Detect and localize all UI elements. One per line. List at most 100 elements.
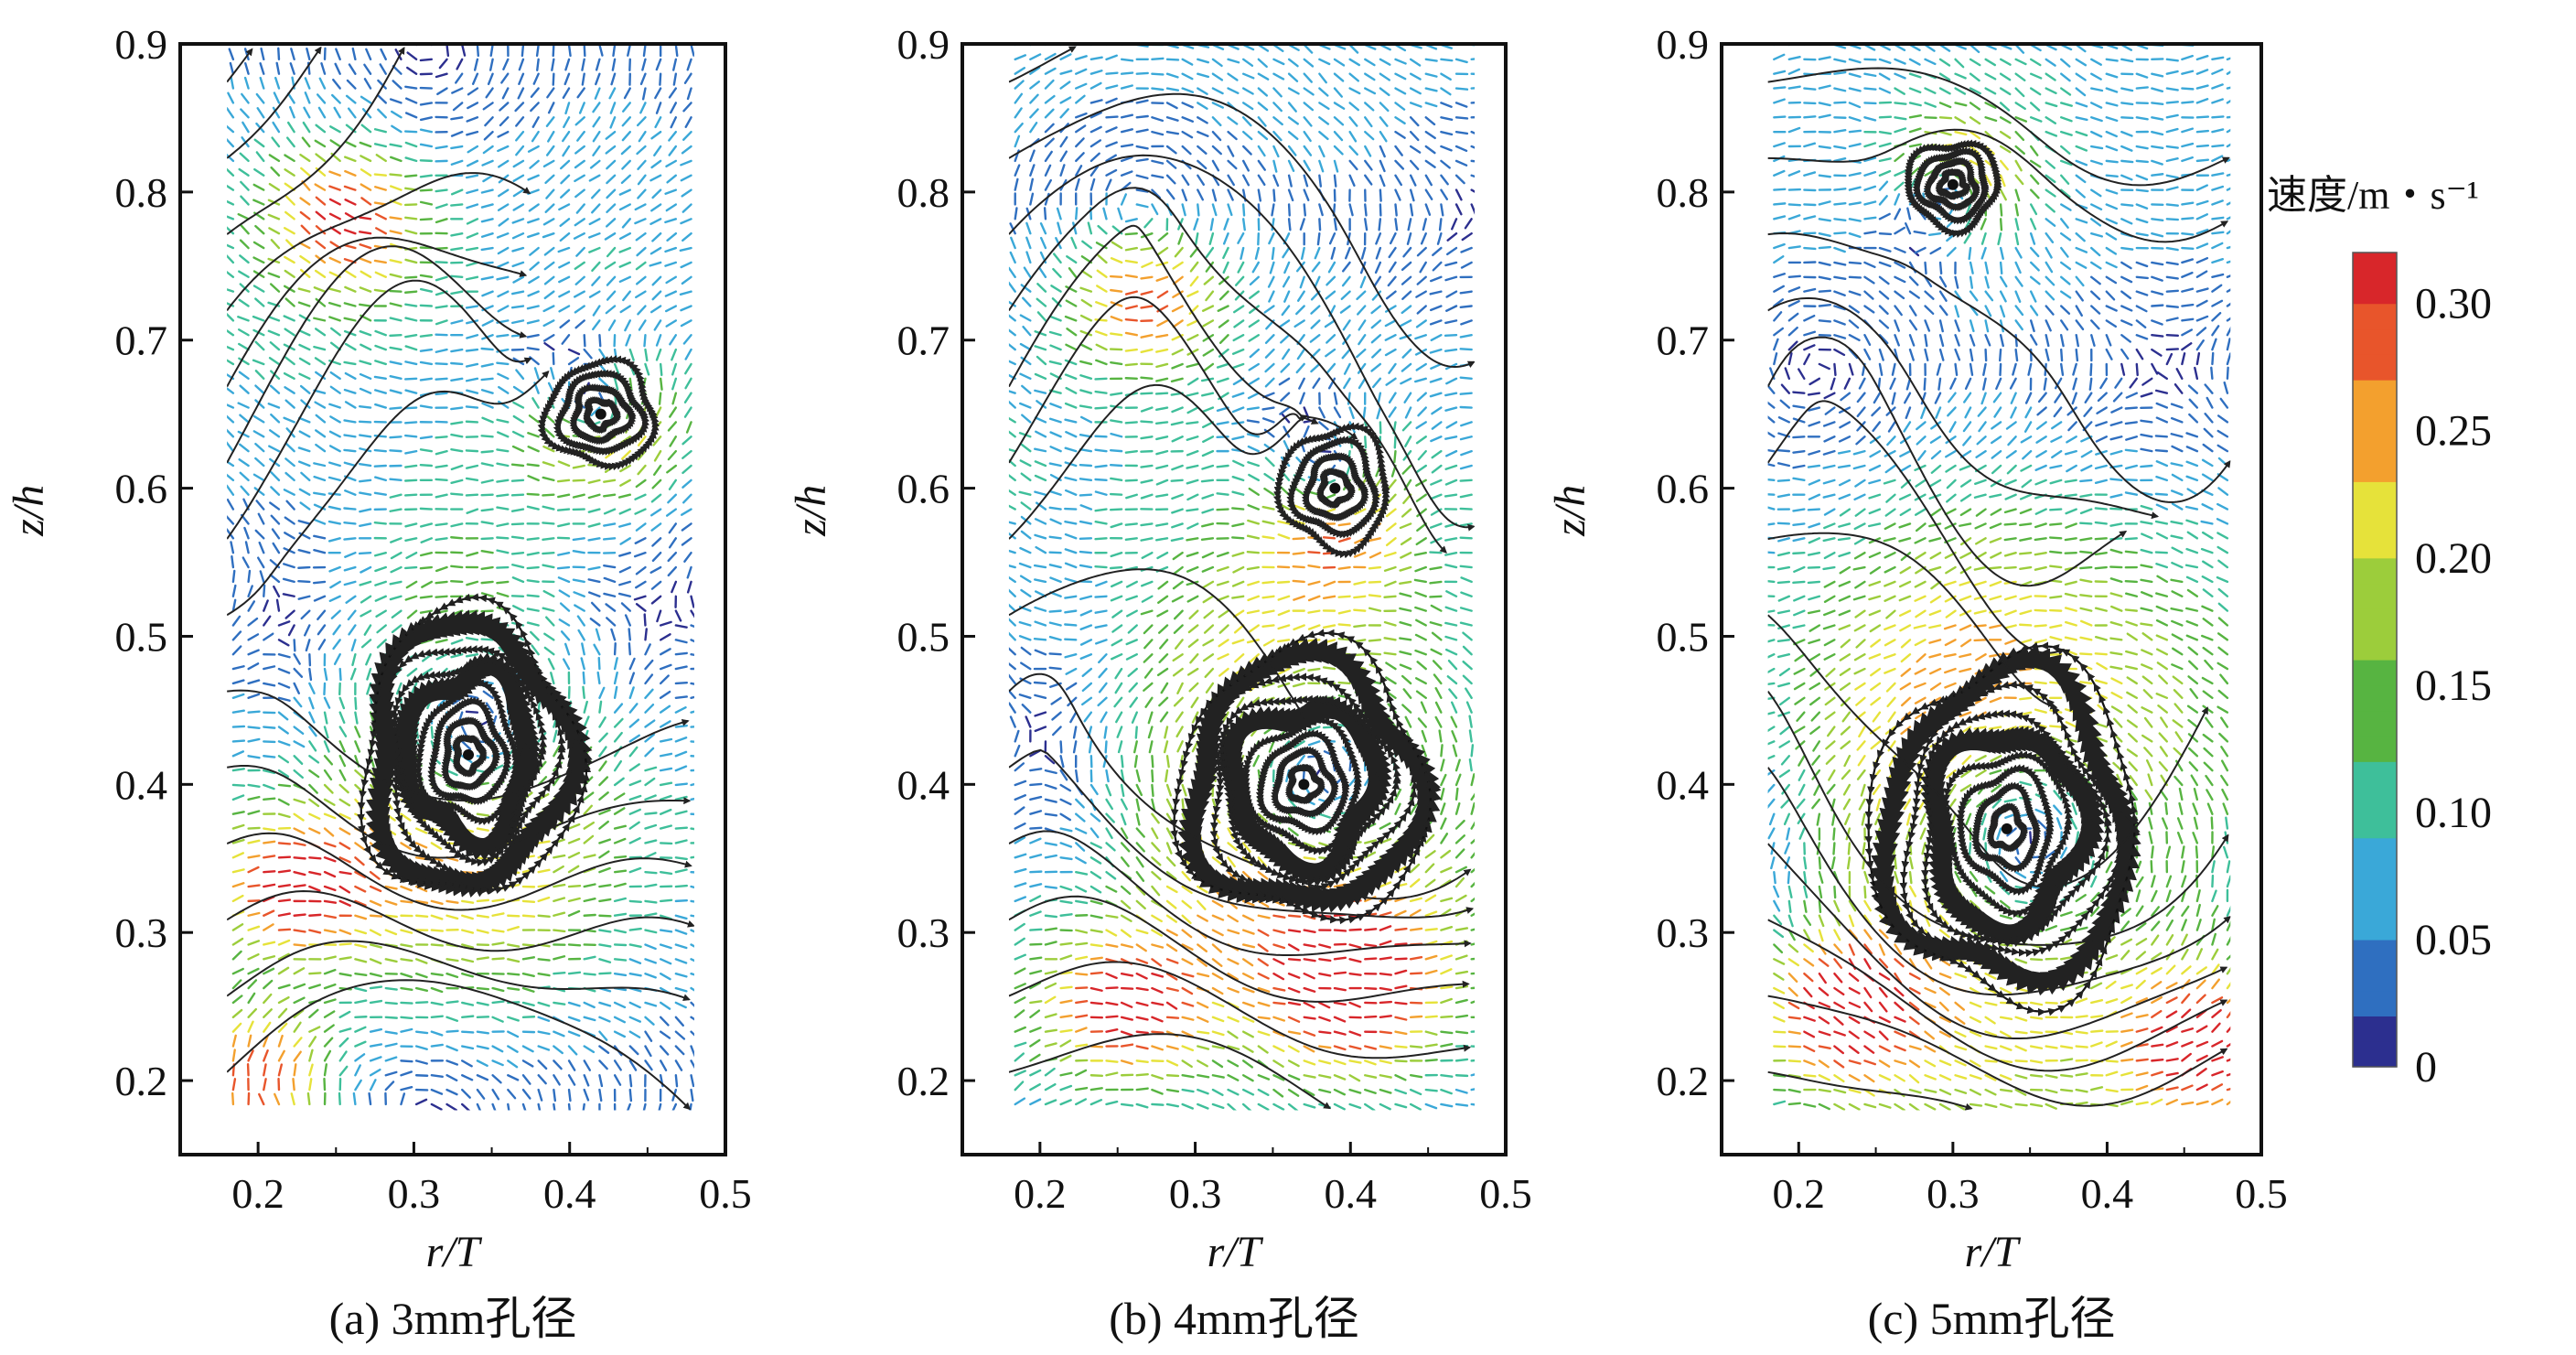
velocity-vector [299, 384, 311, 394]
velocity-vector [672, 58, 678, 71]
velocity-vector [1440, 866, 1453, 874]
velocity-vector [1105, 1028, 1119, 1033]
velocity-vector [1342, 319, 1351, 331]
velocity-vector [268, 445, 281, 453]
velocity-vector [1209, 218, 1215, 231]
velocity-vector [544, 427, 555, 438]
velocity-vector [323, 1063, 328, 1077]
velocity-vector [369, 985, 383, 990]
velocity-vector [308, 1049, 314, 1062]
velocity-vector [314, 183, 327, 191]
velocity-vector [238, 342, 250, 351]
velocity-vector [1394, 802, 1401, 815]
velocity-vector [669, 406, 678, 418]
velocity-vector [1424, 102, 1438, 108]
velocity-vector [1416, 661, 1427, 671]
velocity-vector [1333, 1030, 1347, 1036]
velocity-vector [1257, 958, 1269, 967]
velocity-vector [1079, 415, 1093, 424]
velocity-vector [293, 667, 304, 678]
velocity-vector [1098, 667, 1108, 679]
velocity-vector [328, 198, 341, 206]
velocity-vector [338, 827, 351, 835]
velocity-vector [1307, 595, 1321, 602]
velocity-vector [1097, 224, 1108, 235]
velocity-vector [1263, 487, 1275, 496]
velocity-vector [598, 746, 607, 758]
velocity-vector [674, 44, 679, 58]
velocity-vector [338, 856, 351, 864]
velocity-vector [1075, 177, 1080, 191]
velocity-vector [263, 909, 275, 917]
velocity-vector [588, 174, 601, 182]
velocity-vector [1333, 174, 1337, 188]
velocity-vector [1777, 595, 1791, 602]
velocity-vector [659, 648, 671, 656]
velocity-vector [1140, 246, 1154, 252]
velocity-vector [1818, 929, 1824, 942]
velocity-vector [298, 242, 311, 250]
velocity-vector [1044, 914, 1058, 919]
velocity-vector [1420, 701, 1427, 714]
velocity-vector [227, 167, 235, 177]
streamline-loop [357, 593, 591, 895]
velocity-vector [1241, 1088, 1255, 1096]
velocity-vector [1008, 618, 1016, 627]
velocity-vector [1197, 130, 1209, 137]
velocity-vector [338, 798, 351, 807]
velocity-vector [1029, 795, 1043, 801]
velocity-vector [1287, 72, 1299, 82]
velocity-vector [1211, 899, 1224, 909]
velocity-vector [659, 794, 672, 801]
velocity-vector [1307, 624, 1321, 630]
velocity-vector [1014, 122, 1024, 134]
velocity-vector [1079, 374, 1093, 381]
velocity-vector [1059, 913, 1073, 917]
velocity-vector [659, 781, 673, 787]
velocity-vector [1333, 145, 1344, 156]
streamline [1008, 46, 1077, 83]
velocity-vector [1014, 92, 1024, 104]
velocity-vector [389, 230, 402, 235]
velocity-vector [606, 203, 617, 214]
velocity-vector [282, 577, 295, 584]
velocity-vector [1296, 290, 1305, 302]
velocity-vector [369, 798, 379, 810]
velocity-vector [1341, 261, 1351, 273]
y-tick-label: 0.8 [115, 169, 168, 216]
velocity-vector [1470, 1102, 1476, 1106]
velocity-vector [270, 239, 281, 250]
velocity-vector [1379, 1000, 1393, 1005]
velocity-vector [359, 303, 372, 307]
velocity-vector [1158, 696, 1169, 707]
velocity-vector [553, 865, 564, 874]
velocity-vector [649, 218, 662, 225]
y-axis-label: z/h [5, 485, 53, 537]
velocity-vector [376, 639, 387, 649]
velocity-vector [1803, 231, 1817, 235]
velocity-vector [1429, 621, 1443, 627]
velocity-vector [1376, 406, 1382, 420]
velocity-vector [419, 174, 434, 178]
velocity-vector [537, 958, 551, 962]
velocity-vector [542, 551, 555, 555]
velocity-vector [1120, 1043, 1134, 1048]
velocity-vector [1333, 159, 1339, 173]
velocity-vector [238, 443, 250, 453]
velocity-vector [445, 769, 458, 777]
velocity-vector [450, 479, 464, 485]
velocity-vector [1287, 58, 1299, 68]
velocity-vector [1272, 72, 1285, 81]
velocity-vector [450, 116, 464, 121]
velocity-vector [1440, 985, 1454, 990]
velocity-vector [656, 609, 662, 623]
velocity-vector [644, 688, 654, 700]
velocity-vector [373, 375, 387, 381]
velocity-vector [1105, 71, 1119, 75]
velocity-vector [369, 711, 375, 725]
velocity-vector [1075, 941, 1089, 946]
velocity-vector [1044, 854, 1057, 859]
velocity-vector [1454, 1014, 1469, 1018]
velocity-vector [1318, 1088, 1332, 1094]
velocity-vector [1281, 305, 1291, 317]
